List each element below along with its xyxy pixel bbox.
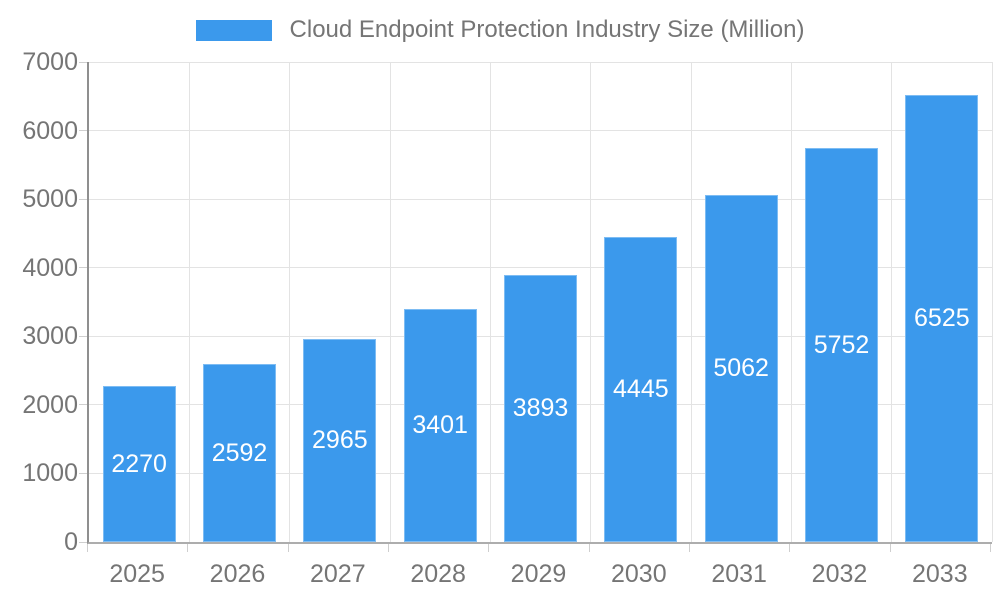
bar-value-label: 5752: [813, 330, 870, 359]
bar-value-label: 2592: [211, 438, 268, 467]
y-tick-mark: [79, 130, 87, 132]
v-gridline: [289, 62, 291, 542]
y-tick-label: 4000: [22, 253, 78, 282]
v-gridline: [188, 62, 190, 542]
y-tick-mark: [79, 61, 87, 63]
x-tick-label: 2027: [310, 560, 366, 588]
v-gridline: [489, 62, 491, 542]
bar: 5062: [704, 195, 778, 542]
v-gridline: [690, 62, 692, 542]
bar-value-label: 4445: [613, 375, 669, 403]
x-tick-mark: [990, 544, 991, 552]
x-tick-mark: [388, 544, 389, 552]
bar: 5752: [805, 148, 878, 542]
x-tick-label: 2029: [510, 560, 567, 588]
chart-legend: Cloud Endpoint Protection Industry Size …: [0, 16, 1000, 44]
h-gridline: [89, 198, 992, 200]
x-tick-mark: [889, 544, 891, 552]
bar-value-label: 5062: [713, 354, 769, 382]
x-tick-mark: [287, 544, 289, 552]
y-tick-mark: [79, 198, 87, 200]
bar-value-label: 3893: [512, 394, 569, 422]
y-tick-mark: [79, 472, 87, 474]
x-tick-label: 2025: [109, 560, 165, 588]
bar: 3401: [403, 309, 477, 542]
v-gridline: [991, 62, 993, 542]
bar: 2592: [203, 364, 276, 542]
x-tick-label: 2030: [611, 560, 667, 588]
y-tick-mark: [79, 541, 87, 543]
y-tick-mark: [79, 267, 87, 269]
bar-value-label: 3401: [412, 411, 468, 439]
h-gridline: [89, 130, 992, 132]
h-gridline: [89, 267, 992, 269]
bar-value-label: 2965: [312, 426, 368, 454]
bar: 3893: [504, 275, 577, 542]
y-tick-label: 3000: [22, 322, 78, 351]
y-tick-label: 1000: [22, 459, 78, 488]
y-tick-mark: [79, 335, 87, 337]
v-gridline: [389, 62, 391, 542]
x-tick-mark: [488, 544, 490, 552]
y-tick-label: 7000: [22, 48, 78, 76]
legend-color-swatch-icon: [195, 19, 272, 41]
x-tick-mark: [789, 544, 791, 552]
x-tick-mark: [87, 544, 88, 552]
x-tick-label: 2026: [209, 560, 266, 588]
bar: 6525: [905, 95, 979, 542]
h-gridline: [89, 61, 992, 63]
x-tick-mark: [689, 544, 690, 552]
y-tick-label: 2000: [22, 390, 78, 419]
bar-value-label: 6525: [914, 304, 970, 332]
v-gridline: [790, 62, 792, 542]
v-gridline: [590, 62, 592, 542]
bar: 2270: [102, 386, 176, 542]
x-tick-label: 2028: [410, 560, 466, 588]
x-tick-mark: [187, 544, 189, 552]
x-tick-label: 2032: [811, 560, 868, 588]
y-tick-label: 5000: [22, 185, 78, 214]
y-tick-label: 0: [64, 528, 78, 556]
x-tick-label: 2033: [912, 560, 968, 588]
chart-title: Cloud Endpoint Protection Industry Size …: [289, 16, 805, 43]
x-tick-mark: [588, 544, 590, 552]
v-gridline: [891, 62, 893, 542]
bar-value-label: 2270: [111, 449, 167, 478]
y-tick-label: 6000: [22, 116, 78, 145]
bar: 2965: [303, 339, 377, 542]
y-tick-mark: [79, 404, 87, 406]
bar: 4445: [604, 237, 678, 542]
plot-area: 2270 2592 2965 3401 3893 4445 5062 5752 6525: [87, 61, 993, 544]
x-tick-label: 2031: [711, 560, 767, 588]
